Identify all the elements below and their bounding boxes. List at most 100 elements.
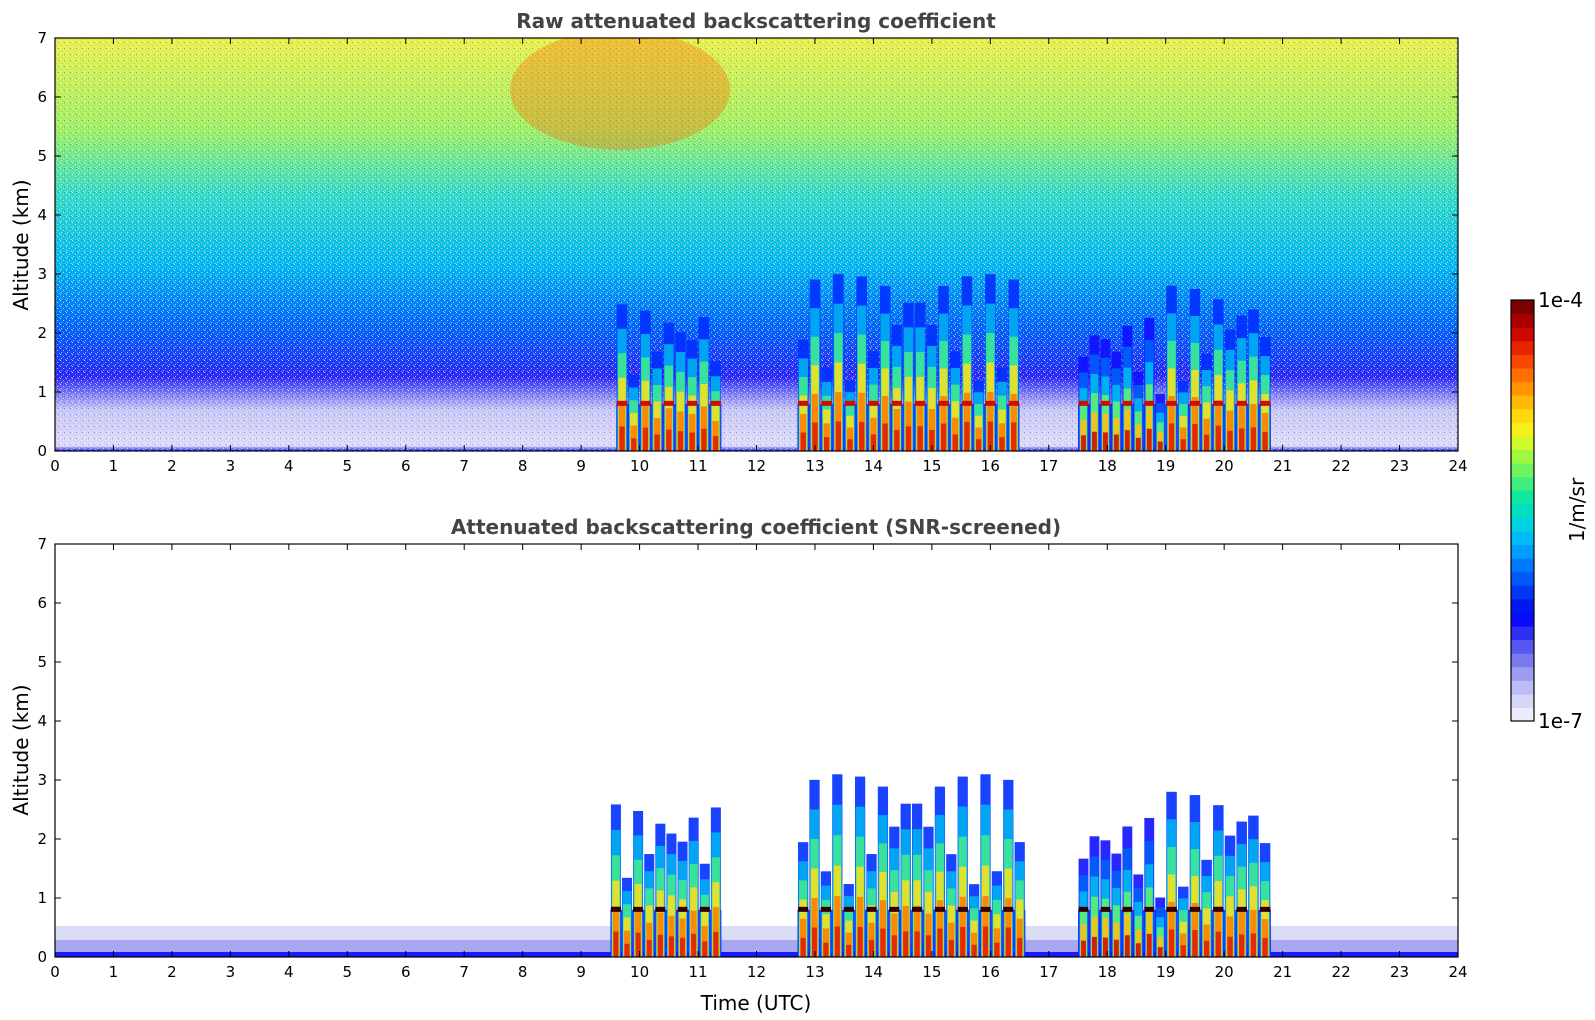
colorbar-swatch bbox=[1511, 340, 1534, 355]
cloud-base-streak bbox=[843, 906, 854, 912]
cloud-base-layer bbox=[797, 909, 1026, 957]
cloud-tower-layer bbox=[928, 408, 936, 451]
cloud-base-streak bbox=[663, 400, 675, 406]
x-tick-label: 3 bbox=[226, 963, 236, 981]
x-tick-label: 11 bbox=[688, 963, 707, 981]
x-tick-label: 15 bbox=[922, 963, 941, 981]
y-tick-label: 2 bbox=[37, 830, 47, 848]
y-tick-label: 1 bbox=[37, 889, 47, 907]
y-tick-label: 4 bbox=[37, 712, 47, 730]
x-tick-label: 14 bbox=[864, 963, 883, 981]
x-tick-label: 3 bbox=[226, 457, 236, 475]
cloud-tower-layer bbox=[994, 942, 1000, 957]
snr-screened-panel: Attenuated backscattering coefficient (S… bbox=[9, 515, 1468, 1015]
cloud-tower-layer bbox=[1102, 432, 1108, 451]
cloud-tower-layer bbox=[701, 428, 707, 451]
y-tick-label: 4 bbox=[37, 206, 47, 224]
cloud-base-streak bbox=[1259, 400, 1271, 406]
cloud-tower-layer bbox=[677, 431, 684, 451]
colorbar: 1e-4 1e-7 1/m/sr bbox=[1510, 288, 1589, 733]
cloud-tower-layer bbox=[613, 931, 619, 957]
cloud-base-streak bbox=[1236, 906, 1247, 912]
cloud-tower-layer bbox=[691, 933, 697, 957]
cloud-tower-layer bbox=[993, 928, 1000, 957]
cloud-tower-layer bbox=[835, 421, 841, 451]
cloud-base-streak bbox=[1100, 906, 1111, 912]
x-tick-label: 16 bbox=[981, 963, 1000, 981]
cloud-tower-layer bbox=[982, 926, 989, 957]
cloud-tower-layer bbox=[859, 421, 865, 451]
colorbar-swatch bbox=[1511, 680, 1534, 695]
cloud-base-streak bbox=[1122, 906, 1133, 912]
y-tick-label: 3 bbox=[37, 265, 47, 283]
x-tick-label: 6 bbox=[401, 963, 411, 981]
y-tick-label: 0 bbox=[37, 948, 47, 966]
snr-y-axis-label: Altitude (km) bbox=[9, 684, 33, 815]
x-tick-label: 4 bbox=[284, 457, 294, 475]
cloud-tower-layer bbox=[1238, 405, 1245, 451]
cloud-tower-layer bbox=[1192, 424, 1198, 451]
cloud-tower-layer bbox=[1239, 428, 1245, 451]
cloud-base-streak bbox=[699, 906, 710, 912]
cloud-tower-layer bbox=[857, 896, 864, 957]
colorbar-swatch bbox=[1511, 367, 1534, 383]
x-tick-label: 0 bbox=[50, 963, 60, 981]
x-tick-label: 20 bbox=[1215, 457, 1234, 475]
x-tick-label: 8 bbox=[518, 963, 528, 981]
cloud-base-streak bbox=[610, 906, 621, 912]
cloud-base-streak bbox=[1166, 906, 1177, 912]
cloud-base-streak bbox=[655, 906, 666, 912]
y-tick-label: 0 bbox=[37, 442, 47, 460]
raw-backscatter-panel: Raw attenuated backscattering coefficien… bbox=[9, 9, 1468, 475]
y-tick-label: 6 bbox=[37, 594, 47, 612]
y-tick-label: 6 bbox=[37, 88, 47, 106]
colorbar-swatch bbox=[1511, 625, 1534, 641]
x-tick-label: 22 bbox=[1332, 963, 1351, 981]
cloud-tower-layer bbox=[870, 434, 877, 451]
cloud-tower-layer bbox=[976, 439, 982, 451]
cloud-tower-layer bbox=[1091, 431, 1097, 451]
cloud-tower-layer bbox=[635, 932, 641, 957]
x-tick-label: 10 bbox=[630, 457, 649, 475]
colorbar-swatch bbox=[1511, 462, 1534, 478]
colorbar-swatch bbox=[1511, 639, 1534, 654]
cloud-base-streak bbox=[1122, 400, 1133, 406]
cloud-base-streak bbox=[710, 400, 721, 406]
colorbar-swatch bbox=[1511, 435, 1534, 450]
cloud-tower-layer bbox=[635, 908, 642, 957]
cloud-base-streak bbox=[616, 400, 628, 406]
cloud-feature bbox=[1165, 285, 1271, 451]
cloud-tower-layer bbox=[971, 944, 977, 957]
cloud-tower-layer bbox=[677, 411, 684, 451]
cloud-base-streak bbox=[821, 400, 832, 406]
y-tick-label: 3 bbox=[37, 771, 47, 789]
cloud-tower-layer bbox=[868, 939, 875, 957]
cloud-tower-layer bbox=[846, 944, 852, 957]
x-tick-label: 23 bbox=[1390, 963, 1409, 981]
y-tick-label: 7 bbox=[37, 535, 47, 553]
cloud-tower-layer bbox=[642, 427, 649, 451]
cloud-tower-layer bbox=[964, 421, 970, 451]
x-tick-label: 11 bbox=[688, 457, 707, 475]
colorbar-swatch bbox=[1511, 598, 1534, 613]
cloud-tower-layer bbox=[665, 408, 672, 451]
x-tick-label: 17 bbox=[1039, 457, 1058, 475]
cloud-tower-layer bbox=[668, 936, 674, 957]
x-tick-label: 23 bbox=[1390, 457, 1409, 475]
cloud-base-streak bbox=[1189, 906, 1201, 912]
cloud-base-streak bbox=[1100, 400, 1111, 406]
cloud-base-streak bbox=[1259, 906, 1271, 912]
cloud-tower-layer bbox=[1227, 430, 1233, 451]
colorbar-swatch bbox=[1511, 653, 1534, 668]
raw-heatmap-noise bbox=[55, 38, 1458, 451]
colorbar-swatch bbox=[1511, 354, 1534, 369]
x-tick-label: 7 bbox=[459, 963, 469, 981]
y-tick-label: 5 bbox=[37, 147, 47, 165]
cloud-tower-layer bbox=[680, 937, 686, 957]
cloud-tower-layer bbox=[999, 437, 1005, 451]
cloud-base-streak bbox=[1189, 400, 1201, 406]
y-tick-label: 5 bbox=[37, 653, 47, 671]
cloud-tower-layer bbox=[1168, 929, 1175, 957]
cloud-tower-layer bbox=[1081, 435, 1086, 451]
cloud-tower-layer bbox=[903, 931, 909, 957]
